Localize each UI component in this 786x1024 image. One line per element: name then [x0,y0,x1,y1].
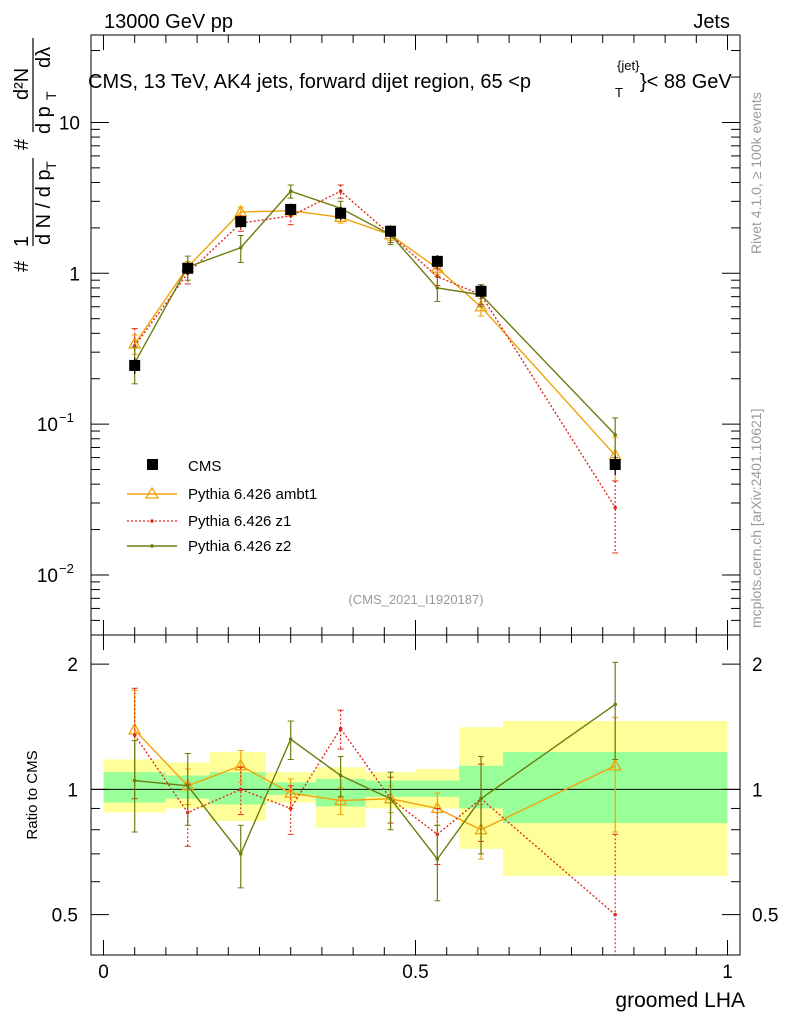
legend-cms-label: CMS [188,458,221,475]
y-tick-label: 10 [59,113,80,134]
header-left: 13000 GeV pp [104,11,233,33]
ratio-series-1-marker [238,787,243,792]
legend-z1-marker [150,519,154,523]
cms-data-point [182,262,194,274]
ratio-series-2-marker [435,857,440,861]
rivet-version-label: Rivet 4.1.0, ≥ 100k events [748,92,764,254]
legend-cms-marker [147,459,158,470]
ratio-series-2-marker [185,784,190,788]
y-label-d2n: d²N [11,68,33,100]
y-tick-label-exponent: −1 [59,410,74,425]
main-series-0-marker [474,299,488,312]
ratio-series-2-marker [479,796,483,801]
header-right: Jets [693,11,730,33]
y-tick-label-exponent: −2 [59,561,74,576]
ratio-series-0-marker [334,793,348,806]
y-label-sub-t-1: T [43,161,59,170]
legend-entry-ambt1: Pythia 6.426 ambt1 [127,486,317,503]
analysis-id: (CMS_2021_I1920187) [348,592,483,607]
cms-data-point [235,216,247,228]
main-series-1-marker [613,505,617,510]
x-tick-label: 1 [722,962,733,983]
ratio-series-1-line [134,727,616,916]
main-series-0-marker [430,260,444,273]
cms-data-point [385,225,397,237]
legend-entry-z2: Pythia 6.426 z2 [127,538,291,555]
x-tick-label: 0 [98,962,109,983]
legend-z2-label: Pythia 6.426 z2 [188,538,291,555]
ratio-y-label: Ratio to CMS [24,750,41,839]
y-label-dpt-dlambda: d p [33,106,55,134]
ratio-series-2-marker [613,702,617,707]
ratio-series-1-marker [613,912,617,917]
chart-title-text: CMS, 13 TeV, AK4 jets, forward dijet reg… [88,71,531,93]
legend-ambt1-label: Pythia 6.426 ambt1 [188,486,317,503]
ratio-series-1-marker [338,726,343,731]
y-label-hash-2: # [11,138,33,150]
ratio-tick-label-left: 2 [67,655,78,676]
y-tick-label: 1 [69,264,80,285]
ratio-tick-label-left: 1 [67,780,78,801]
ratio-tick-label-right: 1 [752,780,763,801]
legend-z1-label: Pythia 6.426 z1 [188,513,291,530]
cms-data-point [475,285,487,297]
legend: CMS Pythia 6.426 ambt1 Pythia 6.426 z1 P… [127,458,317,555]
ratio-series-2-marker [388,796,393,801]
main-series-2-marker [435,286,440,290]
cms-data-point [609,459,621,471]
legend-ambt1-marker [144,486,160,499]
chart-title-subscript: T [615,85,623,100]
ratio-series-0-marker [284,785,298,798]
main-series-2-line [134,190,616,436]
legend-entry-z1: Pythia 6.426 z1 [127,513,291,530]
cms-data-point [335,207,347,219]
main-series-2-marker [288,189,293,194]
y-label-sub-t-2: T [43,91,59,100]
y-label-one: 1 [11,236,33,247]
ratio-tick-label-right: 0.5 [752,906,778,927]
chart-title-tail: }< 88 GeV [640,71,732,93]
main-series-group [128,184,622,554]
cms-data-point [431,255,443,267]
chart-title-superscript: {jet} [617,58,640,73]
ratio-stat-band-2 [209,772,266,805]
main-series-0-line [134,209,616,456]
ratio-panel-frame [90,634,741,956]
x-axis-label: groomed LHA [615,989,745,1012]
ratio-series-1-marker [132,733,137,737]
ratio-series-2-marker [288,737,293,742]
mcplots-label: mcplots.cern.ch [arXiv:2401.10621] [748,409,764,628]
main-series-2-marker [238,245,243,250]
y-tick-label: 10 [37,415,58,436]
ratio-series-2-marker [338,773,343,778]
ratio-series-0-marker [234,758,248,771]
ratio-series-group [128,661,622,956]
ratio-series-2-marker [132,778,137,783]
ratio-tick-label-right: 2 [752,655,763,676]
x-tick-label: 0.5 [402,962,428,983]
ratio-series-2-marker [238,852,243,856]
cms-data-point [285,203,297,215]
ratio-series-0-marker [608,758,622,771]
main-series-1-marker [338,189,343,194]
main-series-2-marker [613,432,617,437]
y-label-dlambda: dλ [33,47,55,68]
chart-title: CMS, 13 TeV, AK4 jets, forward dijet reg… [88,58,732,100]
cms-data-point [129,359,141,371]
ratio-uncertainty-bands [91,721,740,876]
ratio-tick-label-left: 0.5 [52,906,78,927]
ratio-stat-band-6 [415,780,460,797]
ratio-series-1-marker [288,806,293,811]
y-tick-label: 10 [37,566,58,587]
legend-entry-cms: CMS [147,458,221,475]
legend-z2-marker [150,544,154,548]
y-axis-label: # 1 d N / d p T # d²N d p T dλ [11,38,59,272]
y-label-dndpt: d N / d p [33,169,55,245]
y-label-hash-1: # [11,260,33,272]
